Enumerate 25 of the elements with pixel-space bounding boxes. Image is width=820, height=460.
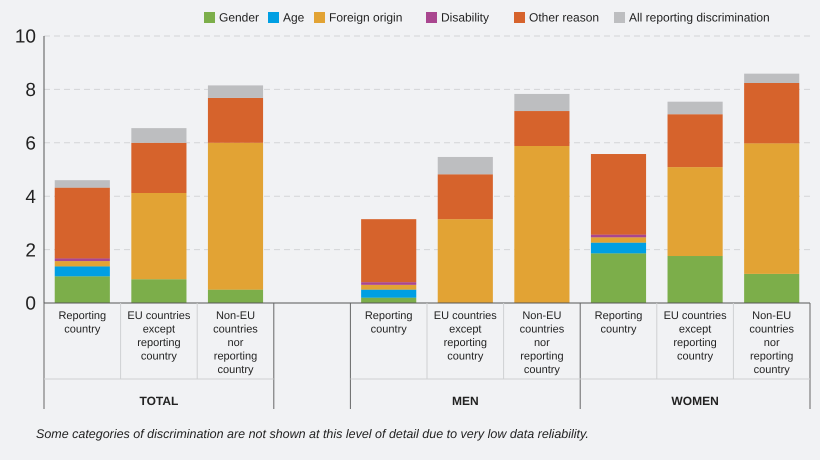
x-tick-label: Non-EU countries nor reporting country bbox=[520, 310, 565, 376]
text: MEN bbox=[452, 394, 479, 408]
y-tick-label: 8 bbox=[25, 80, 36, 102]
y-tick-label: 6 bbox=[25, 133, 36, 154]
legend-label: Foreign origin bbox=[329, 10, 402, 24]
legend-label: Age bbox=[283, 10, 305, 24]
y-tick-label: 2 bbox=[25, 240, 36, 262]
x-tick-label: Non-EU countries nor reporting country bbox=[749, 310, 795, 376]
x-tick-label: EU countries except reporting country bbox=[127, 310, 191, 362]
legend-label: Gender bbox=[219, 10, 260, 24]
text: TOTAL bbox=[139, 394, 178, 408]
y-tick-label: 0 bbox=[25, 294, 36, 315]
y-tick-label: 10 bbox=[14, 26, 36, 48]
text: WOMEN bbox=[671, 394, 719, 408]
x-tick-label: EU countries except reporting country bbox=[434, 310, 498, 362]
x-tick-label: Reporting country bbox=[594, 310, 642, 336]
x-tick-label: Reporting country bbox=[364, 310, 413, 336]
y-tick-label: 4 bbox=[25, 186, 36, 208]
x-tick-label: Non-EU countries nor reporting country bbox=[213, 310, 258, 376]
x-tick-label: Reporting country bbox=[58, 310, 106, 336]
legend-label: All reporting discrimination bbox=[629, 10, 770, 24]
legend-label: Other reason bbox=[529, 10, 600, 24]
x-tick-label: EU countries except reporting country bbox=[664, 310, 728, 362]
text: Some categories of discrimination are not shown at this level of detail due to very low data reliability. bbox=[36, 427, 589, 441]
legend-label: Disability bbox=[441, 10, 490, 24]
